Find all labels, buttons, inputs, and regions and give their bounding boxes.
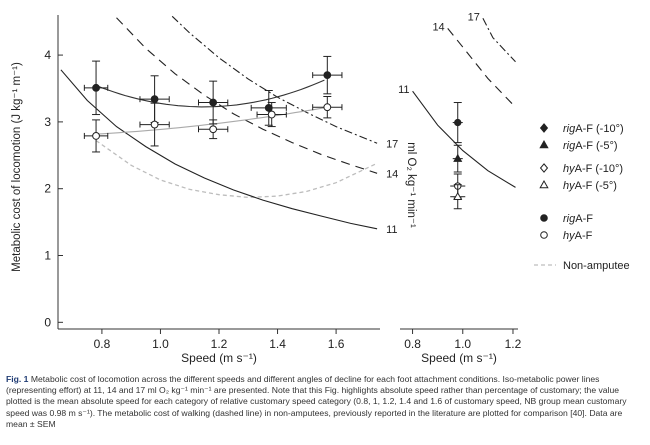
y-tick-label: 4 — [44, 48, 51, 62]
data-point — [323, 71, 332, 80]
legend-label-prefix: hy — [563, 163, 576, 175]
legend-label-prefix: hy — [563, 230, 576, 242]
iso-line-17 — [171, 15, 378, 144]
iso-line-17 — [482, 18, 516, 63]
y-tick-label: 1 — [44, 249, 51, 263]
non-amputee-line — [95, 140, 378, 199]
data-point — [267, 110, 276, 119]
legend-label-prefix: rig — [563, 140, 576, 152]
data-point — [209, 98, 218, 107]
right-chart: 0.8 1.0 1.2 Speed (m s⁻¹) ml O₂ kg⁻¹ min⁻¹ 11… — [398, 11, 522, 365]
iso-label-11: 11 — [398, 84, 409, 96]
x-tick-label: 1.0 — [152, 337, 169, 351]
data-point — [209, 125, 218, 134]
data-point — [150, 95, 159, 104]
legend-label: hyA-F — [563, 230, 593, 242]
legend-marker — [540, 214, 548, 222]
x-tick-label: 1.2 — [505, 337, 522, 351]
x-tick-label: 1.6 — [328, 337, 345, 351]
iso-label-17: 17 — [468, 11, 480, 23]
legend-label-prefix: hy — [563, 180, 576, 192]
legend-label: hyA-F (-10°) — [563, 163, 623, 175]
figure-caption: Fig. 1 Metabolic cost of locomotion acro… — [6, 374, 644, 430]
legend-label-suffix: A-F (-10°) — [575, 123, 623, 135]
iso-label-17: 17 — [386, 138, 398, 150]
x-axis-label: Speed (m s⁻¹) — [181, 351, 257, 365]
legend-label-suffix: A-F (-10°) — [575, 163, 623, 175]
legend-label-prefix: rig — [563, 123, 576, 135]
x-tick-label: 0.8 — [94, 337, 111, 351]
y-tick-label: 2 — [44, 182, 51, 196]
legend-label-suffix: A-F (-5°) — [575, 180, 617, 192]
legend-label: rigA-F (-10°) — [563, 123, 624, 135]
y-tick-label: 0 — [44, 315, 51, 329]
legend-label: Non-amputee — [563, 260, 630, 272]
fit-curve — [95, 79, 325, 108]
x-tick-label: 1.4 — [269, 337, 286, 351]
iso-line-14 — [447, 28, 516, 108]
legend-label-suffix: A-F (-5°) — [575, 140, 617, 152]
legend-label-suffix: A-F — [575, 230, 593, 242]
iso-label-14: 14 — [432, 21, 444, 33]
legend-marker — [539, 180, 549, 189]
legend-label-suffix: A-F — [575, 213, 593, 225]
left-chart: 0 1 2 3 4 0.8 1.0 1.2 1.4 1.6 Speed (m s⁻¹) Metabol… — [11, 15, 398, 365]
legend-label-suffix: Non-amputee — [563, 260, 630, 272]
data-point — [453, 191, 463, 200]
legend-marker — [539, 140, 549, 149]
legend: rigA-F (-10°)rigA-F (-5°)hyA-F (-10°)hyA… — [534, 123, 630, 272]
x-tick-label: 1.0 — [454, 337, 471, 351]
data-point — [92, 132, 100, 140]
x-axis-label: Speed (m s⁻¹) — [421, 351, 497, 365]
x-tick-label: 1.2 — [211, 337, 228, 351]
caption-label: Fig. 1 — [6, 374, 29, 384]
y-tick-label: 3 — [44, 115, 51, 129]
y-axis-label: ml O₂ kg⁻¹ min⁻¹ — [405, 142, 417, 228]
legend-label-prefix: rig — [563, 213, 576, 225]
iso-line-11 — [412, 90, 516, 188]
iso-line-14 — [116, 17, 378, 174]
figure: 0 1 2 3 4 0.8 1.0 1.2 1.4 1.6 Speed (m s⁻¹) Metabol… — [11, 11, 630, 365]
iso-label-11: 11 — [386, 224, 397, 236]
data-point — [454, 118, 462, 127]
data-point — [150, 120, 159, 129]
iso-label-14: 14 — [386, 168, 398, 180]
legend-label: rigA-F — [563, 213, 593, 225]
data-point — [453, 153, 463, 162]
data-point — [92, 83, 100, 92]
data-point — [323, 103, 332, 112]
legend-marker — [540, 231, 548, 239]
caption-text: Metabolic cost of locomotion across the … — [6, 374, 627, 429]
x-tick-label: 0.8 — [404, 337, 421, 351]
legend-label: rigA-F (-5°) — [563, 140, 618, 152]
iso-line-11 — [60, 69, 378, 230]
legend-marker — [539, 123, 549, 133]
legend-marker — [539, 163, 549, 173]
data-point — [264, 103, 273, 112]
legend-label: hyA-F (-5°) — [563, 180, 617, 192]
y-axis-label: Metabolic cost of locomotion (J kg⁻¹ m⁻¹… — [11, 62, 23, 272]
